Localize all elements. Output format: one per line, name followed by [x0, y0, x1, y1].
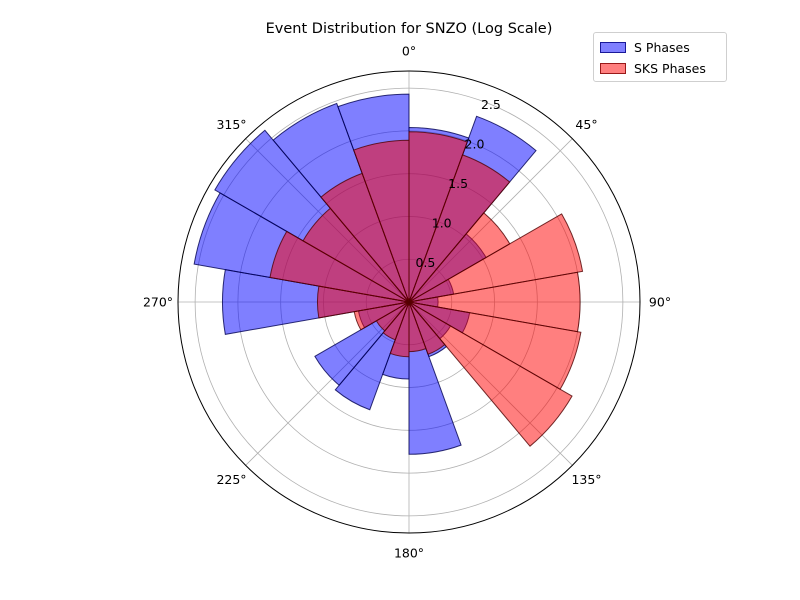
bar-sks-phases: [408, 301, 573, 447]
legend-swatch-sks-phases: [600, 62, 626, 74]
chart-title: Event Distribution for SNZO (Log Scale): [266, 21, 553, 37]
bar-sks-phases: [353, 139, 410, 303]
theta-tick-label: 135°: [571, 472, 601, 487]
legend-label-sks-phases: SKS Phases: [634, 60, 706, 76]
radial-gridline: [194, 87, 624, 517]
bar-sks-phases: [408, 213, 584, 303]
r-tick-label: 0.5: [415, 255, 435, 270]
bar-sks-phases: [269, 230, 410, 303]
r-tick-label: 2.0: [465, 136, 485, 151]
legend-item-sks-phases: SKS Phases: [600, 59, 706, 77]
legend-item-s-phases: S Phases: [600, 38, 690, 56]
tick-labels: 0° 45° 90° 135° 180° 225° 270° 315° 0.5 1.0 1.5 2.0…: [143, 44, 671, 561]
polar-frame: [177, 70, 641, 534]
legend: S Phases SKS Phases: [593, 32, 727, 82]
r-tick-label: 1.5: [448, 176, 468, 191]
bars: [193, 93, 584, 455]
legend-swatch-s-phases: [600, 41, 626, 53]
r-tick-label: 1.0: [432, 216, 452, 231]
theta-tick-label: 180°: [394, 546, 424, 561]
theta-tick-label: 0°: [402, 44, 416, 59]
bar-sks-phases: [408, 301, 446, 355]
theta-tick-label: 90°: [649, 295, 671, 310]
bar-sks-phases: [408, 131, 468, 303]
theta-tick-label: 315°: [216, 117, 246, 132]
bar-sks-phases: [382, 301, 410, 341]
theta-tick-label: 45°: [575, 117, 597, 132]
legend-label-s-phases: S Phases: [634, 39, 690, 55]
r-tick-label: 2.5: [481, 97, 501, 112]
theta-tick-label: 225°: [216, 472, 246, 487]
theta-tick-label: 270°: [143, 295, 173, 310]
bar-sks-phases: [408, 154, 511, 303]
